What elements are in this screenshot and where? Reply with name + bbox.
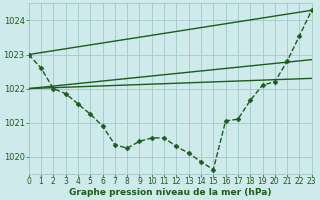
X-axis label: Graphe pression niveau de la mer (hPa): Graphe pression niveau de la mer (hPa) [69, 188, 271, 197]
